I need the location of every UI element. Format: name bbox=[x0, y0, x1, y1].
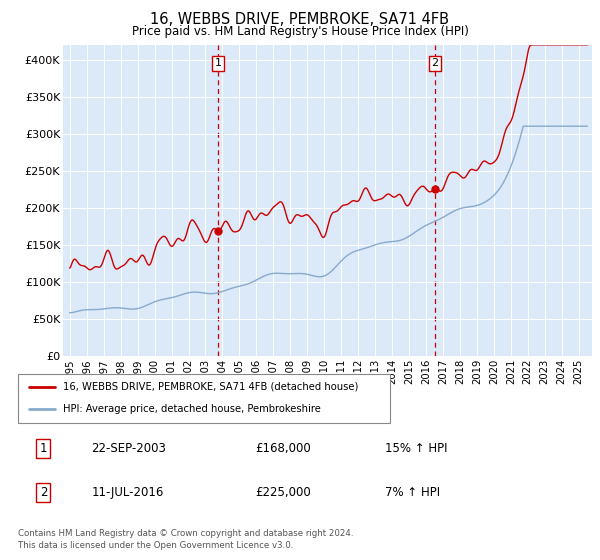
Text: 2: 2 bbox=[431, 58, 439, 68]
Text: 2: 2 bbox=[40, 486, 47, 499]
Text: 15% ↑ HPI: 15% ↑ HPI bbox=[385, 442, 447, 455]
Text: 1: 1 bbox=[40, 442, 47, 455]
Text: £168,000: £168,000 bbox=[255, 442, 311, 455]
Text: 11-JUL-2016: 11-JUL-2016 bbox=[91, 486, 164, 499]
Text: 16, WEBBS DRIVE, PEMBROKE, SA71 4FB (detached house): 16, WEBBS DRIVE, PEMBROKE, SA71 4FB (det… bbox=[62, 382, 358, 392]
Text: 16, WEBBS DRIVE, PEMBROKE, SA71 4FB: 16, WEBBS DRIVE, PEMBROKE, SA71 4FB bbox=[151, 12, 449, 27]
Text: 1: 1 bbox=[214, 58, 221, 68]
Text: 7% ↑ HPI: 7% ↑ HPI bbox=[385, 486, 440, 499]
Text: 22-SEP-2003: 22-SEP-2003 bbox=[91, 442, 166, 455]
Text: Contains HM Land Registry data © Crown copyright and database right 2024.
This d: Contains HM Land Registry data © Crown c… bbox=[18, 529, 353, 550]
Text: HPI: Average price, detached house, Pembrokeshire: HPI: Average price, detached house, Pemb… bbox=[62, 404, 320, 414]
Text: Price paid vs. HM Land Registry's House Price Index (HPI): Price paid vs. HM Land Registry's House … bbox=[131, 25, 469, 38]
FancyBboxPatch shape bbox=[18, 374, 390, 423]
Text: £225,000: £225,000 bbox=[255, 486, 311, 499]
